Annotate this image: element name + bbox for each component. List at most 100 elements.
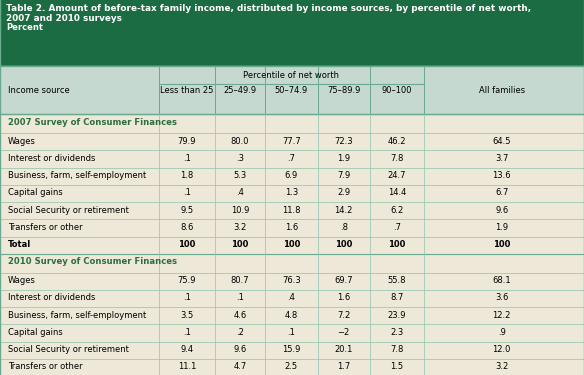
- Text: .3: .3: [236, 154, 244, 163]
- Text: 4.6: 4.6: [234, 310, 246, 320]
- Text: 100: 100: [493, 240, 510, 249]
- Text: 7.2: 7.2: [337, 310, 350, 320]
- Text: Interest or dividends: Interest or dividends: [8, 293, 96, 302]
- Text: −2: −2: [338, 328, 350, 337]
- Text: Income source: Income source: [8, 86, 70, 95]
- Text: .1: .1: [183, 154, 191, 163]
- Text: 12.2: 12.2: [492, 310, 511, 320]
- Text: 2010 Survey of Consumer Finances: 2010 Survey of Consumer Finances: [8, 257, 178, 266]
- Text: 20.1: 20.1: [335, 345, 353, 354]
- Text: 100: 100: [388, 240, 405, 249]
- Text: .1: .1: [183, 188, 191, 197]
- Text: 9.6: 9.6: [495, 206, 508, 214]
- Text: Total: Total: [8, 240, 32, 249]
- Text: 11.8: 11.8: [282, 206, 301, 214]
- Text: Wages: Wages: [8, 136, 36, 146]
- Text: .4: .4: [287, 293, 296, 302]
- Text: 6.2: 6.2: [390, 206, 404, 214]
- Text: 75.9: 75.9: [178, 276, 196, 285]
- Text: 5.3: 5.3: [234, 171, 246, 180]
- Text: 80.0: 80.0: [231, 136, 249, 146]
- Text: .1: .1: [183, 328, 191, 337]
- Text: 11.1: 11.1: [178, 362, 196, 371]
- Text: 4.7: 4.7: [234, 362, 246, 371]
- Text: 12.0: 12.0: [492, 345, 511, 354]
- Text: 7.8: 7.8: [390, 154, 404, 163]
- Text: Less than 25: Less than 25: [160, 86, 214, 95]
- Text: 55.8: 55.8: [388, 276, 406, 285]
- Text: 1.8: 1.8: [180, 171, 193, 180]
- Text: 2007 Survey of Consumer Finances: 2007 Survey of Consumer Finances: [8, 118, 177, 127]
- Text: .7: .7: [393, 223, 401, 232]
- Text: 3.6: 3.6: [495, 293, 508, 302]
- Text: 46.2: 46.2: [388, 136, 406, 146]
- Text: Transfers or other: Transfers or other: [8, 223, 83, 232]
- Text: 75–89.9: 75–89.9: [327, 86, 360, 95]
- Text: 7.9: 7.9: [337, 171, 350, 180]
- Text: 77.7: 77.7: [282, 136, 301, 146]
- Text: 9.4: 9.4: [180, 345, 193, 354]
- Text: .1: .1: [236, 293, 244, 302]
- Text: 3.2: 3.2: [234, 223, 246, 232]
- Text: 7.8: 7.8: [390, 345, 404, 354]
- Text: 10.9: 10.9: [231, 206, 249, 214]
- Text: 6.7: 6.7: [495, 188, 508, 197]
- Text: 79.9: 79.9: [178, 136, 196, 146]
- Text: Capital gains: Capital gains: [8, 328, 63, 337]
- Text: 9.6: 9.6: [234, 345, 246, 354]
- Text: 50–74.9: 50–74.9: [275, 86, 308, 95]
- Text: 14.4: 14.4: [388, 188, 406, 197]
- Text: 8.7: 8.7: [390, 293, 404, 302]
- Text: Table 2. Amount of before-tax family income, distributed by income sources, by p: Table 2. Amount of before-tax family inc…: [6, 4, 531, 13]
- Text: Social Security or retirement: Social Security or retirement: [8, 206, 129, 214]
- Text: 1.6: 1.6: [285, 223, 298, 232]
- Text: Capital gains: Capital gains: [8, 188, 63, 197]
- Text: 14.2: 14.2: [335, 206, 353, 214]
- Text: 76.3: 76.3: [282, 276, 301, 285]
- Text: 100: 100: [231, 240, 249, 249]
- Text: 6.9: 6.9: [285, 171, 298, 180]
- Text: 2007 and 2010 surveys: 2007 and 2010 surveys: [6, 14, 121, 23]
- Text: .2: .2: [236, 328, 244, 337]
- Text: 8.6: 8.6: [180, 223, 193, 232]
- Text: 3.5: 3.5: [180, 310, 193, 320]
- Text: 25–49.9: 25–49.9: [224, 86, 256, 95]
- Text: All families: All families: [479, 86, 524, 95]
- Text: 1.3: 1.3: [285, 188, 298, 197]
- Text: 1.9: 1.9: [337, 154, 350, 163]
- Text: 24.7: 24.7: [388, 171, 406, 180]
- Text: Transfers or other: Transfers or other: [8, 362, 83, 371]
- Text: 9.5: 9.5: [180, 206, 193, 214]
- Text: 13.6: 13.6: [492, 171, 511, 180]
- Text: 15.9: 15.9: [282, 345, 301, 354]
- Text: .1: .1: [183, 293, 191, 302]
- Text: 2.5: 2.5: [285, 362, 298, 371]
- Text: Social Security or retirement: Social Security or retirement: [8, 345, 129, 354]
- Text: Business, farm, self-employment: Business, farm, self-employment: [8, 310, 147, 320]
- Text: 100: 100: [335, 240, 352, 249]
- Text: 80.7: 80.7: [231, 276, 249, 285]
- Text: 4.8: 4.8: [285, 310, 298, 320]
- Text: 100: 100: [178, 240, 196, 249]
- Text: 69.7: 69.7: [335, 276, 353, 285]
- Text: Business, farm, self-employment: Business, farm, self-employment: [8, 171, 147, 180]
- Text: 90–100: 90–100: [381, 86, 412, 95]
- Text: Percentile of net worth: Percentile of net worth: [244, 71, 339, 80]
- Text: 1.6: 1.6: [337, 293, 350, 302]
- Text: Percent: Percent: [6, 23, 43, 32]
- Text: 3.2: 3.2: [495, 362, 508, 371]
- Text: .8: .8: [340, 223, 347, 232]
- Text: 1.5: 1.5: [390, 362, 404, 371]
- Text: 1.7: 1.7: [337, 362, 350, 371]
- Text: Interest or dividends: Interest or dividends: [8, 154, 96, 163]
- Text: 3.7: 3.7: [495, 154, 508, 163]
- Text: .4: .4: [236, 188, 244, 197]
- Text: 100: 100: [283, 240, 300, 249]
- Text: .7: .7: [287, 154, 296, 163]
- Text: 68.1: 68.1: [492, 276, 511, 285]
- Text: 2.9: 2.9: [337, 188, 350, 197]
- Text: 2.3: 2.3: [390, 328, 404, 337]
- Text: 64.5: 64.5: [492, 136, 511, 146]
- Text: Wages: Wages: [8, 276, 36, 285]
- Text: 1.9: 1.9: [495, 223, 508, 232]
